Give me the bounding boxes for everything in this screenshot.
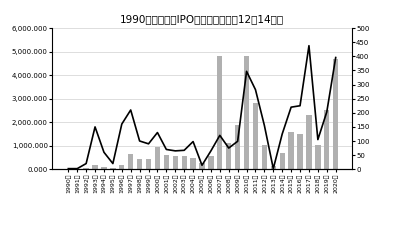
Bar: [235, 125, 240, 169]
Bar: [146, 159, 151, 169]
Bar: [226, 143, 232, 169]
Bar: [244, 56, 249, 169]
Bar: [333, 59, 338, 169]
Bar: [155, 147, 160, 169]
Bar: [182, 156, 187, 169]
Bar: [119, 164, 124, 169]
Bar: [199, 163, 205, 169]
Bar: [172, 156, 178, 169]
Bar: [92, 164, 98, 169]
Bar: [101, 167, 107, 169]
Bar: [208, 156, 214, 169]
Bar: [217, 56, 222, 169]
Bar: [137, 159, 142, 169]
Bar: [280, 153, 285, 169]
Bar: [128, 154, 133, 169]
Bar: [110, 168, 116, 169]
Bar: [271, 166, 276, 169]
Bar: [315, 145, 320, 169]
Bar: [324, 110, 330, 169]
Bar: [288, 132, 294, 169]
Bar: [253, 103, 258, 169]
Bar: [190, 158, 196, 169]
Bar: [306, 115, 312, 169]
Bar: [262, 145, 267, 169]
Bar: [297, 134, 303, 169]
Title: 1990年至今我国IPO情况统计（截至12月14日）: 1990年至今我国IPO情况统计（截至12月14日）: [120, 15, 284, 25]
Bar: [164, 155, 169, 169]
Bar: [84, 168, 89, 169]
